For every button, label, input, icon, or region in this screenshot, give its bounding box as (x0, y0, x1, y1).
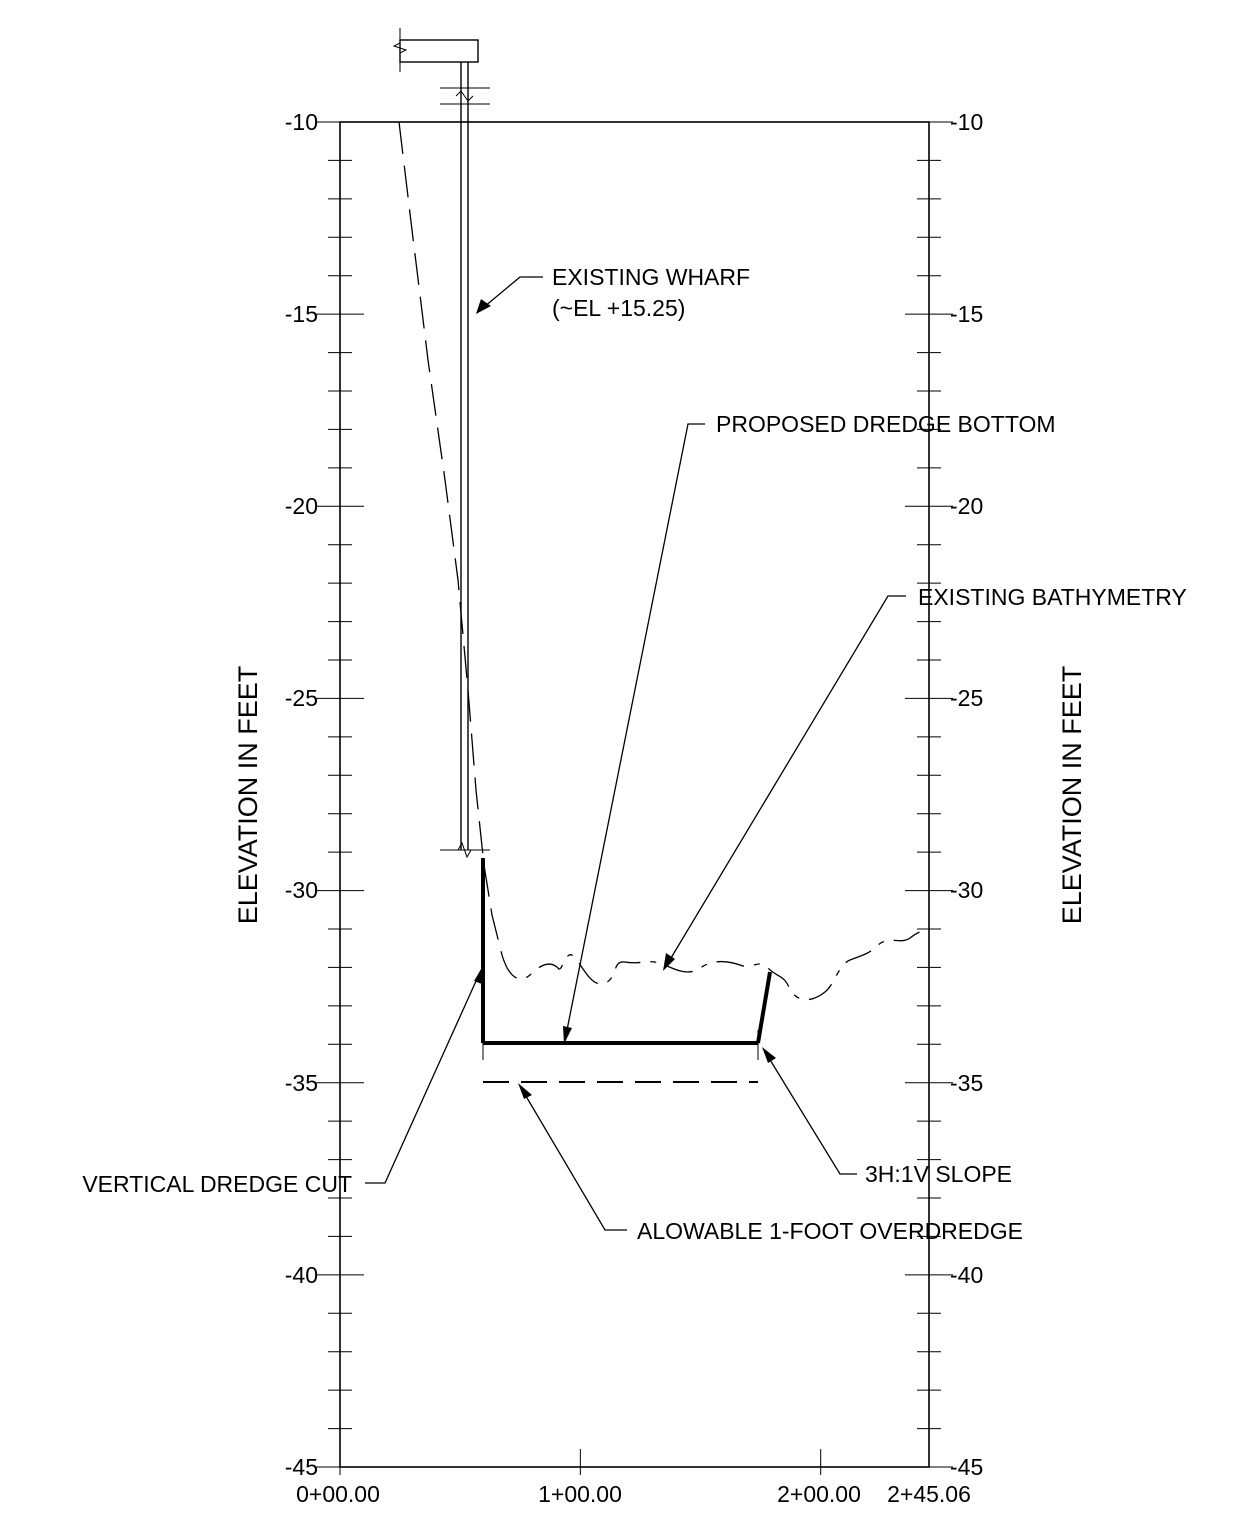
existing-wharf-elev-label: (~EL +15.25) (552, 295, 685, 321)
arrowhead (663, 953, 675, 971)
arrowhead (762, 1047, 776, 1063)
x-tick-label: 0+00.00 (296, 1481, 380, 1507)
x-tick-label: 2+45.06 (887, 1481, 971, 1507)
annotation-labels: EXISTING WHARF (~EL +15.25) PROPOSED DRE… (82, 264, 1186, 1244)
wharf-deck (399, 39, 479, 63)
vertical-dredge-cut-label: VERTICAL DREDGE CUT (82, 1171, 352, 1197)
y-tick-label-right: -30 (950, 877, 983, 903)
slope-line (756, 971, 772, 1044)
bathymetry-leader (664, 595, 906, 969)
proposed-dredge-bottom-label: PROPOSED DREDGE BOTTOM (716, 411, 1056, 437)
y-tick-label-right: -15 (950, 301, 983, 327)
annotation-arrowheads (474, 299, 776, 1099)
arrowhead (476, 299, 491, 314)
right-y-tick-labels: -10 -15 -20 -25 -30 -35 -40 -45 (950, 109, 983, 1480)
y-tick-label-right: -40 (950, 1262, 983, 1288)
proposed-dredge-profile (481, 858, 772, 1083)
x-tick-label: 2+00.00 (777, 1481, 861, 1507)
bathymetry-slope-line (398, 121, 503, 956)
right-axis-title: ELEVATION IN FEET (1057, 666, 1087, 925)
wharf-pile-tip-mark (457, 841, 472, 859)
y-tick-label-left: -20 (285, 493, 318, 519)
slope-label: 3H:1V SLOPE (865, 1161, 1012, 1187)
y-tick-label-left: -10 (285, 109, 318, 135)
y-tick-label-left: -40 (285, 1262, 318, 1288)
existing-bathymetry (398, 121, 930, 1001)
x-tick-label: 1+00.00 (538, 1481, 622, 1507)
arrowhead (518, 1083, 532, 1099)
existing-bathymetry-label: EXISTING BATHYMETRY (918, 584, 1187, 610)
y-tick-label-right: -45 (950, 1454, 983, 1480)
y-tick-label-left: -25 (285, 685, 318, 711)
wharf-break-mark (455, 90, 474, 102)
slope-leader (763, 1049, 857, 1175)
existing-wharf-label: EXISTING WHARF (552, 264, 750, 290)
y-tick-label-right: -10 (950, 109, 983, 135)
y-tick-label-left: -30 (285, 877, 318, 903)
y-tick-label-right: -35 (950, 1070, 983, 1096)
arrowhead (474, 966, 483, 984)
overdredge-leader (519, 1085, 627, 1231)
left-y-tick-labels: -10 -15 -20 -25 -30 -35 -40 -45 (285, 109, 318, 1480)
arrowhead (563, 1026, 572, 1044)
wharf-break-mark (392, 28, 408, 72)
wharf-leader (477, 276, 543, 313)
annotation-leaders (365, 276, 906, 1231)
existing-wharf (392, 28, 490, 859)
x-axis-ticks (339, 1449, 822, 1475)
left-axis-title: ELEVATION IN FEET (233, 666, 263, 925)
vertical-cut-leader (365, 969, 482, 1184)
y-tick-label-left: -45 (285, 1454, 318, 1480)
y-tick-label-right: -20 (950, 493, 983, 519)
y-axis-ticks (316, 121, 953, 1468)
y-tick-label-left: -15 (285, 301, 318, 327)
x-tick-labels: 0+00.00 1+00.00 2+00.00 2+45.06 (296, 1481, 971, 1507)
y-tick-label-right: -25 (950, 685, 983, 711)
y-tick-label-left: -35 (285, 1070, 318, 1096)
bathymetry-bottom-line (501, 930, 930, 1001)
overdredge-label: ALOWABLE 1-FOOT OVERDREDGE (637, 1218, 1023, 1244)
plot-frame (339, 121, 930, 1468)
dredge-bottom-leader (564, 423, 705, 1041)
